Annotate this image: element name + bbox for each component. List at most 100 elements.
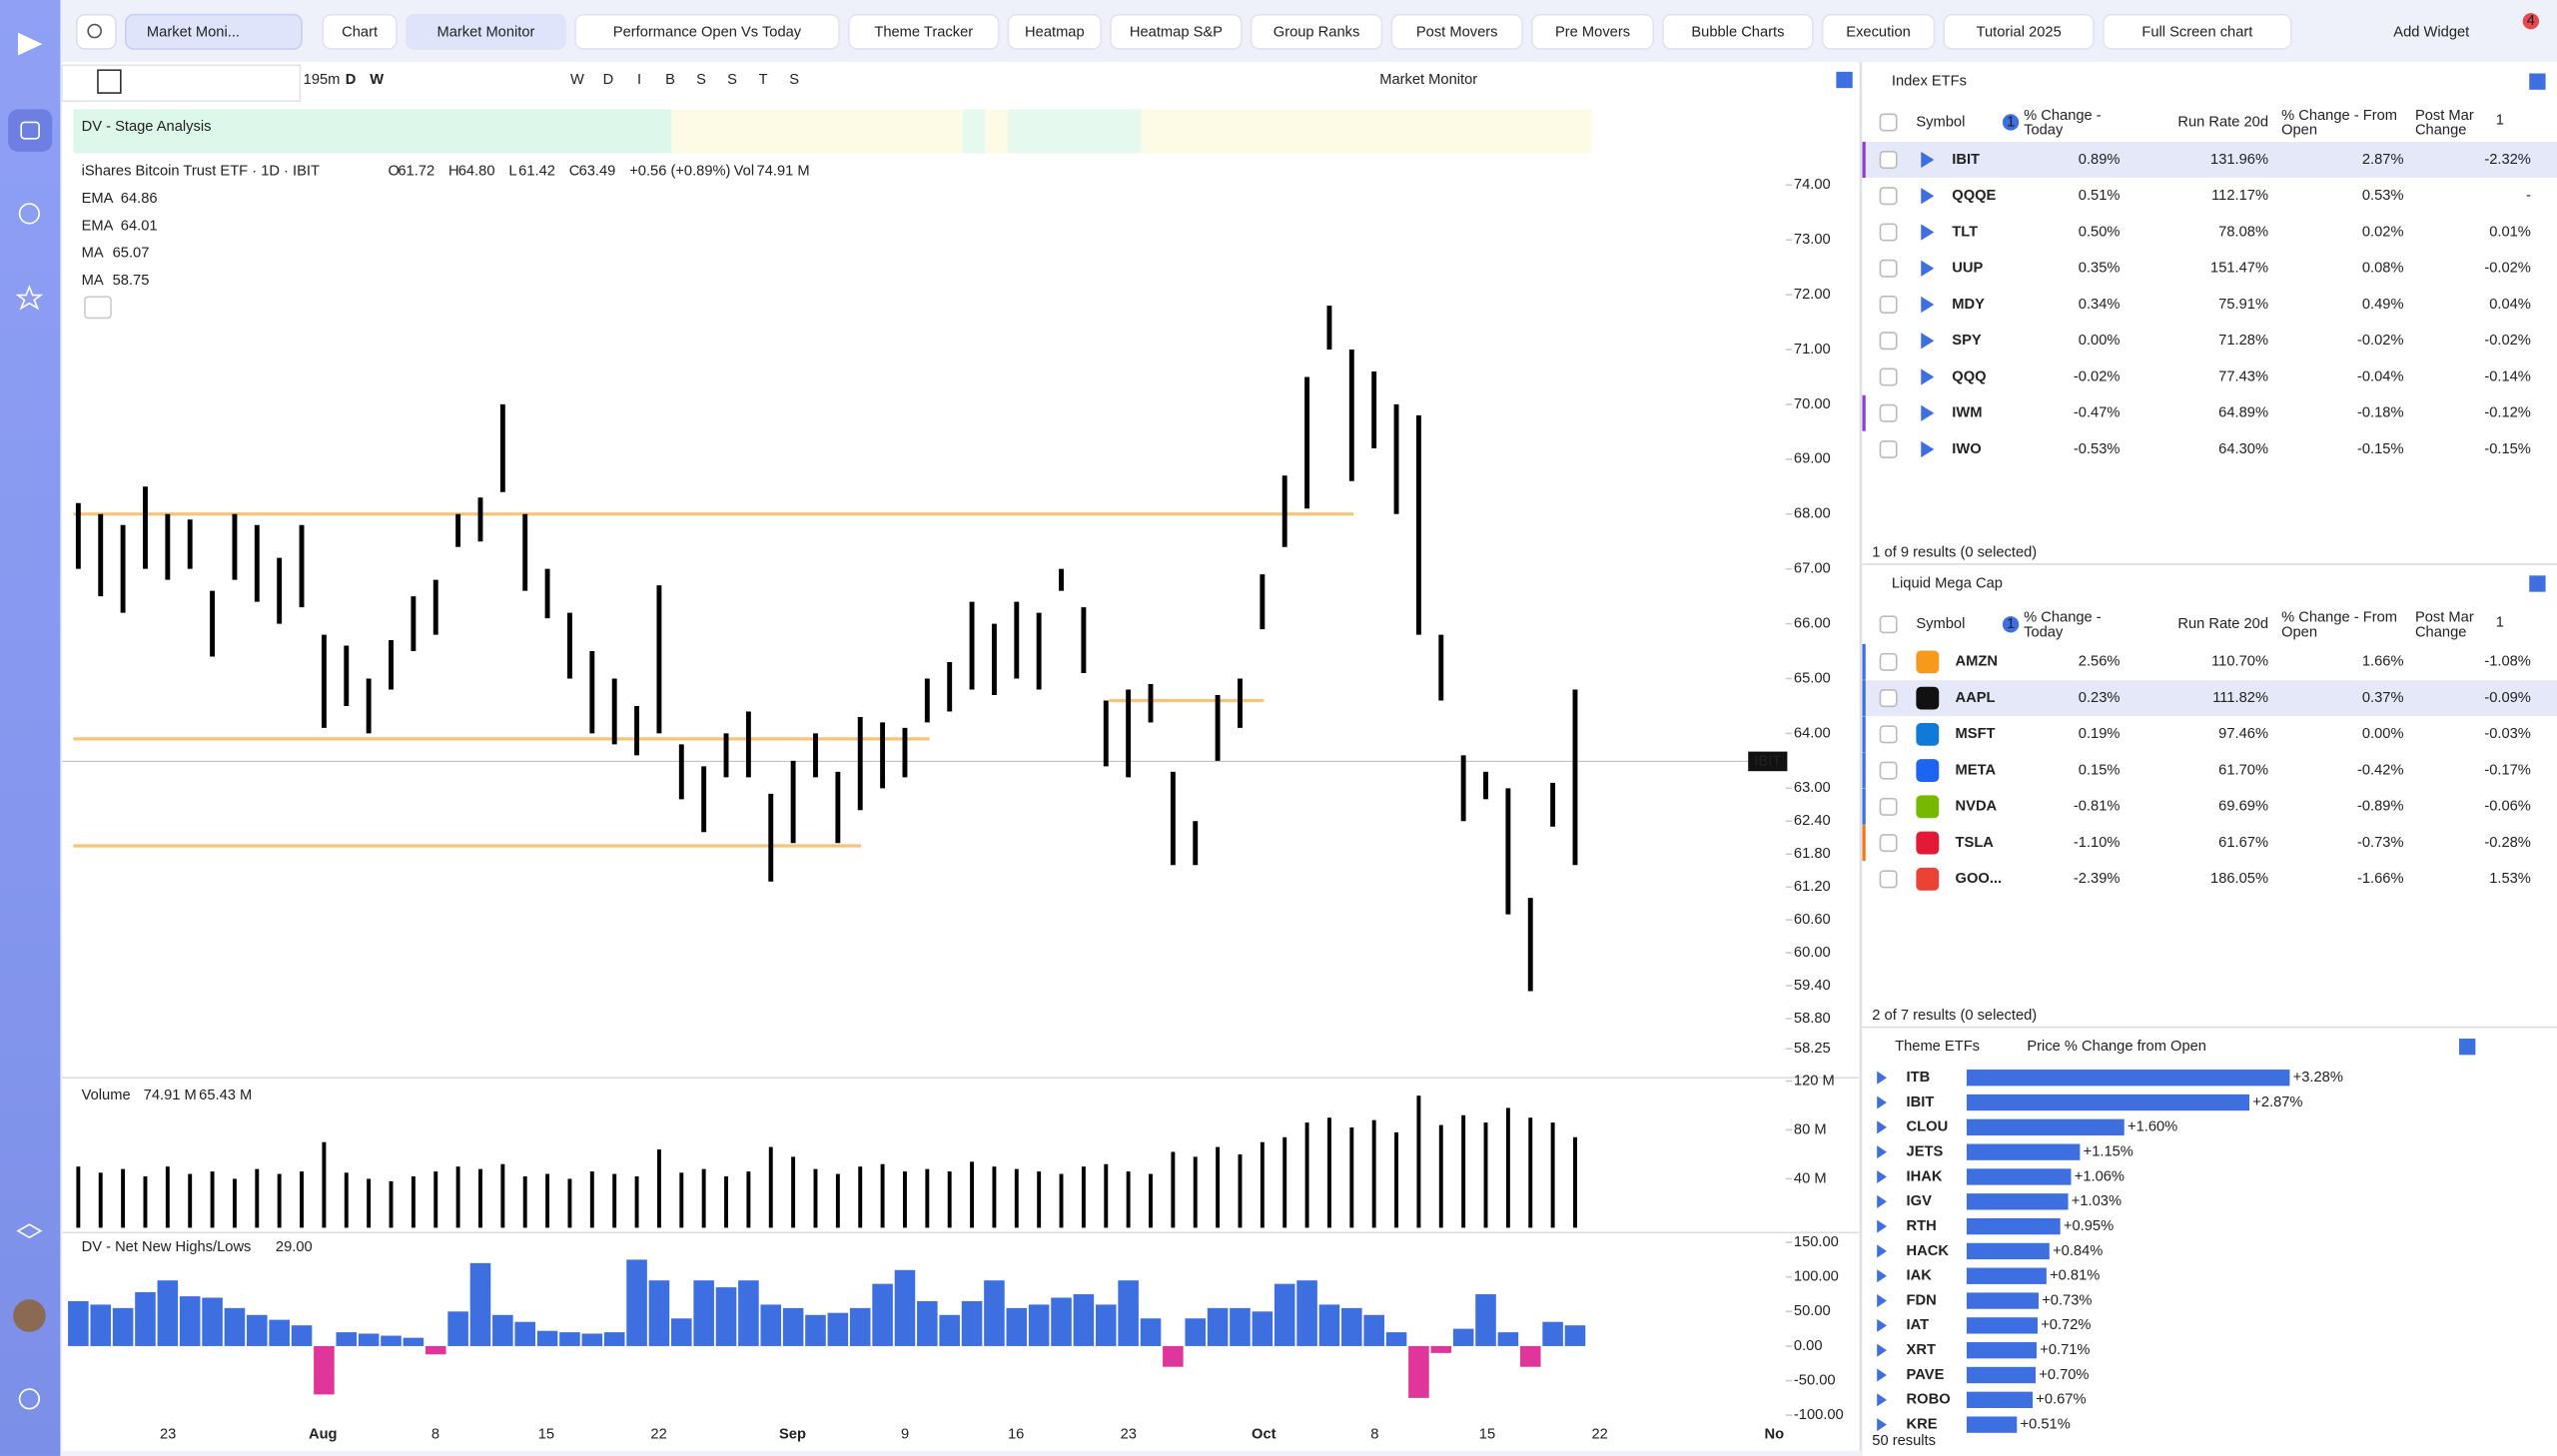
tool-letter[interactable]: S xyxy=(727,72,737,88)
tool-letter[interactable]: W xyxy=(570,72,584,88)
checkbox[interactable] xyxy=(1879,725,1898,744)
tab-label[interactable]: Heatmap S&P xyxy=(1130,25,1223,41)
tab-label[interactable]: Performance Open Vs Today xyxy=(613,25,802,41)
checkbox[interactable] xyxy=(1879,615,1898,634)
add-widget-button[interactable] xyxy=(2372,14,2491,49)
checkbox[interactable] xyxy=(1879,187,1898,206)
tab[interactable] xyxy=(1943,13,2095,50)
column-header[interactable]: Post Mar xyxy=(2415,108,2474,124)
tab[interactable] xyxy=(2103,13,2292,50)
expand-icon[interactable] xyxy=(1877,1269,1887,1283)
tab[interactable] xyxy=(405,13,566,50)
checkbox[interactable] xyxy=(1879,761,1898,780)
column-header[interactable]: % Change - xyxy=(2024,108,2102,124)
tab[interactable] xyxy=(1250,13,1383,50)
tab-label[interactable]: Chart xyxy=(342,25,378,41)
sidebar-icon[interactable] xyxy=(16,1223,43,1239)
tab-label[interactable]: Post Movers xyxy=(1416,25,1498,41)
column-header[interactable]: Today xyxy=(2024,123,2064,139)
expand-icon[interactable] xyxy=(1877,1294,1887,1308)
tab-label[interactable]: Full Screen chart xyxy=(2141,25,2252,41)
column-header[interactable]: Symbol xyxy=(1916,114,1965,130)
checkbox[interactable] xyxy=(1879,259,1898,278)
expand-icon[interactable] xyxy=(1877,1120,1887,1134)
tab-label[interactable]: Group Ranks xyxy=(1274,25,1360,41)
checkbox[interactable] xyxy=(1879,689,1898,708)
tab-label[interactable]: Bubble Charts xyxy=(1691,25,1784,41)
panel-toggle[interactable] xyxy=(2459,1039,2476,1056)
expand-icon[interactable] xyxy=(1877,1145,1887,1159)
interval[interactable]: 195m xyxy=(304,72,341,88)
expand-icon[interactable] xyxy=(1877,1368,1887,1382)
panel-toggle[interactable] xyxy=(2529,575,2546,592)
tab[interactable] xyxy=(1007,13,1103,50)
expand-icon[interactable] xyxy=(1877,1219,1887,1233)
avatar[interactable] xyxy=(13,1299,46,1332)
expand-icon[interactable] xyxy=(1877,1244,1887,1258)
expand-icon[interactable] xyxy=(1877,1095,1887,1109)
tab-label[interactable]: Execution xyxy=(1846,25,1911,41)
expand-icon[interactable] xyxy=(1877,1393,1887,1407)
column-header[interactable]: % Change - xyxy=(2024,610,2102,626)
notification-count[interactable]: 4 xyxy=(2527,13,2535,29)
checkbox[interactable] xyxy=(1879,332,1898,351)
panel-toggle[interactable] xyxy=(2529,73,2546,90)
tool-letter[interactable]: T xyxy=(759,72,768,88)
checkbox[interactable] xyxy=(1879,652,1898,671)
tab[interactable] xyxy=(1390,13,1523,50)
tab[interactable] xyxy=(1110,13,1243,50)
column-header[interactable]: Run Rate 20d xyxy=(2177,114,2268,130)
expand-icon[interactable] xyxy=(1877,1318,1887,1332)
checkbox[interactable] xyxy=(1879,797,1898,816)
tool-letter[interactable]: B xyxy=(665,72,675,88)
tab-label[interactable]: Heatmap xyxy=(1025,25,1085,41)
expand-icon[interactable] xyxy=(1877,1169,1887,1183)
expand-icon[interactable] xyxy=(1921,440,1935,458)
expand-icon[interactable] xyxy=(1921,151,1935,169)
period-button[interactable]: D xyxy=(346,72,357,88)
layout-name[interactable]: Market Monitor xyxy=(1379,72,1477,88)
checkbox[interactable] xyxy=(1879,440,1898,458)
expand-icon[interactable] xyxy=(1877,1418,1887,1432)
checkbox[interactable] xyxy=(1879,296,1898,314)
sidebar-icon[interactable] xyxy=(20,121,40,140)
expand-icon[interactable] xyxy=(1877,1071,1887,1085)
sidebar-icon[interactable] xyxy=(18,1388,40,1410)
tab[interactable] xyxy=(1821,13,1936,50)
workspace-select[interactable] xyxy=(124,13,303,50)
tab[interactable] xyxy=(1662,13,1814,50)
expand-icon[interactable] xyxy=(1921,260,1935,277)
checkbox[interactable] xyxy=(1879,870,1898,889)
tab[interactable] xyxy=(848,13,1000,50)
column-header[interactable]: Post Mar xyxy=(2415,610,2474,626)
column-header[interactable]: Symbol xyxy=(1916,616,1965,632)
search-button[interactable] xyxy=(75,13,117,50)
expand-icon[interactable] xyxy=(1921,333,1935,350)
sidebar-active[interactable] xyxy=(8,109,53,152)
expand-icon[interactable] xyxy=(1921,188,1935,205)
workspace-label[interactable]: Market Moni... xyxy=(147,25,240,41)
panel-toggle[interactable] xyxy=(1836,71,1853,89)
column-header[interactable]: Run Rate 20d xyxy=(2177,616,2268,632)
column-header[interactable]: Open xyxy=(2281,123,2317,139)
expand-icon[interactable] xyxy=(1877,1343,1887,1357)
tab-label[interactable]: Tutorial 2025 xyxy=(1977,25,2062,41)
column-header[interactable]: % Change - From xyxy=(2281,610,2397,626)
tool-letter[interactable]: D xyxy=(603,72,614,88)
tab[interactable] xyxy=(1531,13,1655,50)
expand-icon[interactable] xyxy=(1921,404,1935,421)
tab-label[interactable]: Pre Movers xyxy=(1555,25,1630,41)
checkbox[interactable] xyxy=(1879,403,1898,422)
notification-badge[interactable] xyxy=(2522,13,2540,30)
collapse-button[interactable] xyxy=(84,296,112,320)
tool-letter[interactable]: S xyxy=(789,72,799,88)
tab[interactable] xyxy=(574,13,840,50)
checkbox[interactable] xyxy=(1879,223,1898,242)
tool-letter[interactable]: S xyxy=(696,72,706,88)
checkbox[interactable] xyxy=(1879,834,1898,853)
checkbox[interactable] xyxy=(1879,113,1898,132)
add-widget-label[interactable]: Add Widget xyxy=(2393,25,2469,41)
period-button[interactable]: W xyxy=(370,72,384,88)
sidebar-icon[interactable] xyxy=(18,203,40,225)
column-header[interactable]: Open xyxy=(2281,624,2317,640)
